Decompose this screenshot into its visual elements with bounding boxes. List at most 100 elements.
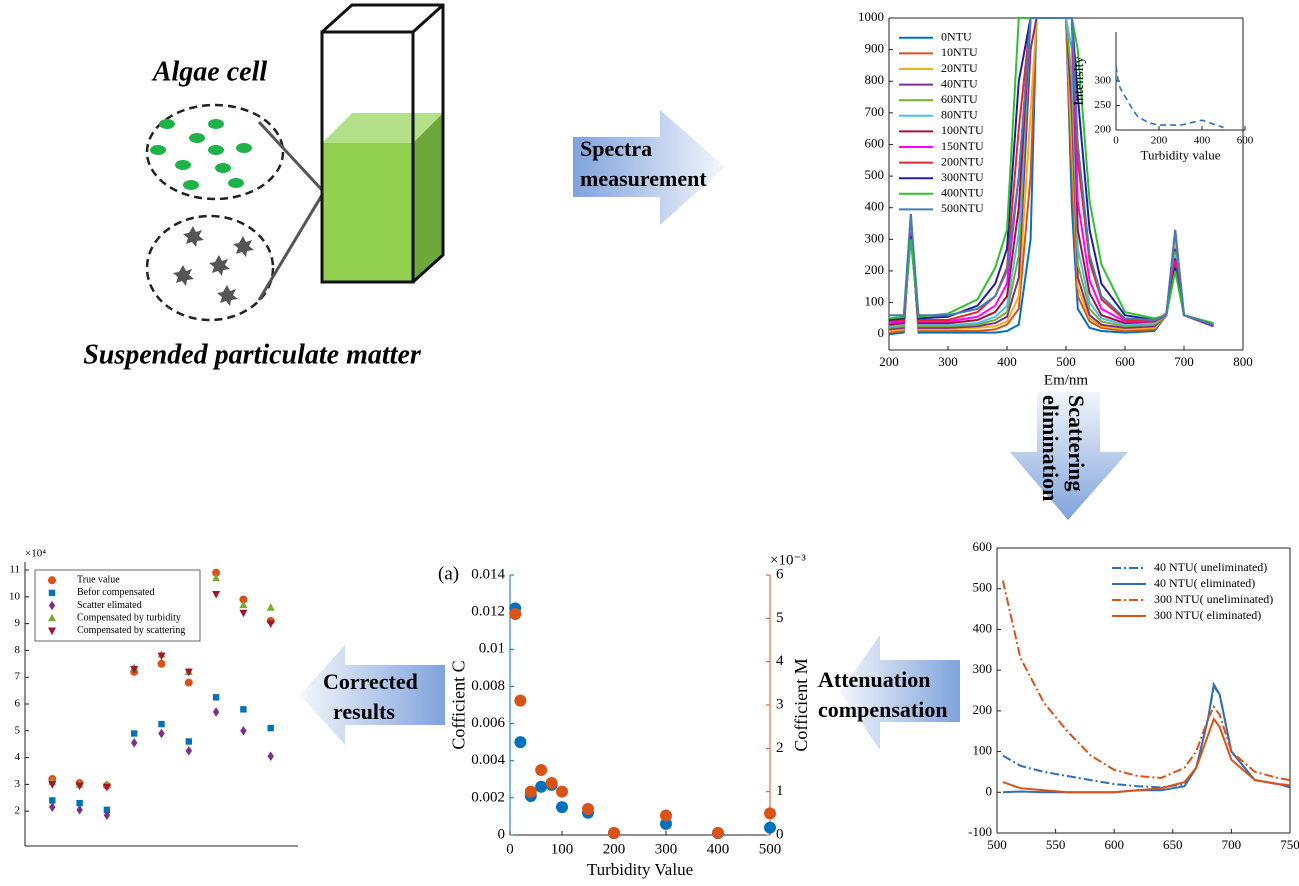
- point: [103, 806, 111, 814]
- y-tick-label: 4: [15, 751, 21, 763]
- arrow-label: Spectra: [580, 136, 652, 161]
- legend-label: 400NTU: [941, 186, 984, 200]
- legend-label: 10NTU: [941, 45, 978, 59]
- series-line: [888, 17, 1214, 326]
- legend-label: 300 NTU( eliminated): [1154, 608, 1261, 622]
- point: [545, 777, 558, 789]
- y-tick-label: 300: [973, 661, 993, 676]
- y-exponent: ×10⁴: [25, 548, 46, 560]
- algae-label: Algae cell: [151, 56, 268, 87]
- point: [514, 736, 527, 749]
- point: [660, 809, 672, 822]
- point: [49, 797, 56, 804]
- series-line: [888, 17, 1214, 326]
- y-tick-label: 5: [15, 724, 21, 736]
- x-tick-label: 800: [1233, 354, 1253, 369]
- legend-swatch: [48, 589, 56, 597]
- y-tick-label: 250: [1095, 99, 1112, 111]
- point: [556, 785, 568, 798]
- point: [76, 799, 83, 807]
- legend-label: 0NTU: [941, 30, 972, 44]
- y-tick-label: 9: [15, 617, 21, 629]
- y2-tick-label: 0: [776, 826, 784, 842]
- x-tick-label: 400: [707, 841, 730, 857]
- point: [158, 728, 165, 739]
- y2-exponent: ×10⁻³: [770, 552, 806, 568]
- point: [582, 803, 594, 815]
- point: [524, 785, 537, 798]
- legend-swatch: [48, 600, 56, 611]
- y-tick-label: 0: [498, 826, 506, 842]
- legend-label: 40NTU: [941, 76, 978, 90]
- point: [184, 668, 193, 677]
- y-tick-label: 400: [973, 620, 993, 635]
- point: [266, 620, 275, 629]
- arrow-scattering: Scattering elimination: [1010, 392, 1128, 520]
- arrow-label: Corrected: [323, 669, 418, 694]
- series-line: [1115, 66, 1224, 129]
- arrow-spectra: Spectra measurement: [573, 110, 725, 225]
- legend-label: 300NTU: [941, 170, 984, 184]
- y-tick-label: 0.014: [471, 566, 505, 582]
- x-tick-label: 700: [1222, 837, 1242, 852]
- y-tick-label: 0.008: [471, 678, 505, 694]
- point: [130, 665, 139, 674]
- point: [535, 780, 548, 793]
- sample-diagram: Algae cell Suspended particulate matter: [83, 3, 445, 370]
- point: [158, 720, 165, 728]
- panel-label: (a): [438, 563, 459, 584]
- point: [267, 751, 274, 762]
- point: [764, 821, 776, 834]
- x-tick-label: 400: [997, 354, 1017, 369]
- legend-label: Compensated by scattering: [77, 625, 185, 636]
- point: [212, 694, 220, 701]
- legend-swatch: [48, 613, 56, 622]
- point: [48, 781, 57, 789]
- y-tick-label: 200: [865, 262, 885, 277]
- point: [185, 738, 192, 745]
- arrow-corrected: Corrected results: [300, 645, 445, 745]
- series-line: [888, 17, 1214, 331]
- point: [103, 810, 111, 820]
- y-tick-label: 6: [15, 698, 21, 710]
- y2-tick-label: 3: [776, 696, 784, 712]
- y-tick-label: 600: [865, 135, 885, 150]
- legend-label: 150NTU: [941, 139, 984, 153]
- legend-box: [34, 569, 201, 642]
- y-tick-label: 100: [865, 294, 885, 309]
- x-tick-label: 200: [879, 354, 899, 369]
- y-tick-label: 0.002: [471, 789, 505, 805]
- arrow-label: compensation: [818, 697, 948, 722]
- x-tick-label: 200: [1151, 135, 1168, 147]
- y2-tick-label: 1: [776, 783, 784, 799]
- point: [712, 826, 724, 839]
- x-tick-label: 0: [1113, 135, 1119, 147]
- point: [240, 706, 247, 713]
- point: [240, 725, 247, 736]
- legend-label: 40 NTU( uneliminated): [1154, 560, 1267, 574]
- legend-label: 200NTU: [941, 154, 984, 168]
- x-tick-label: 550: [1046, 837, 1066, 852]
- y2-tick-label: 6: [776, 566, 784, 582]
- point: [131, 738, 138, 748]
- y-tick-label: 100: [973, 743, 993, 758]
- y2-tick-label: 4: [776, 653, 784, 669]
- x-tick-label: 100: [551, 841, 574, 857]
- y-tick-label: 400: [865, 199, 885, 214]
- y-tick-label: 700: [865, 104, 885, 119]
- y-tick-label: -100: [968, 824, 992, 839]
- y-tick-label: 500: [865, 167, 885, 182]
- point: [660, 817, 672, 830]
- y-tick-label: 500: [973, 580, 993, 595]
- x-tick-label: 600: [1104, 837, 1124, 852]
- x-tick-label: 600: [1115, 354, 1135, 369]
- point: [131, 730, 138, 737]
- series-line: [888, 17, 1214, 326]
- y-tick-label: 0.01: [479, 641, 505, 657]
- arrow-label: measurement: [580, 166, 707, 191]
- y-tick-label: 300: [865, 230, 885, 245]
- y-tick-label: 0.012: [471, 604, 505, 620]
- point: [239, 600, 248, 609]
- y-tick-label: 1000: [858, 9, 884, 24]
- point: [514, 694, 527, 707]
